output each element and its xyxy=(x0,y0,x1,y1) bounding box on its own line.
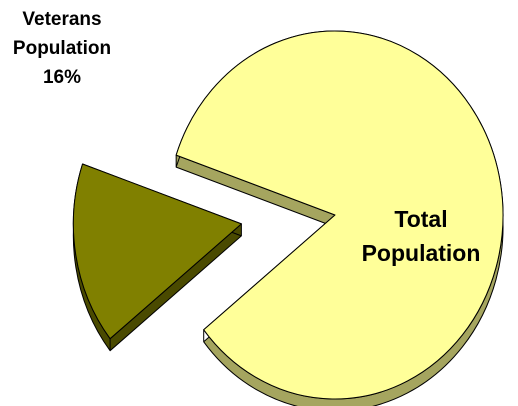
label-total-population: Total Population xyxy=(362,206,481,266)
slice-veterans-population xyxy=(72,163,242,340)
slice-total-population xyxy=(175,30,504,400)
label-veterans-population: Veterans Population 16% xyxy=(13,9,111,88)
